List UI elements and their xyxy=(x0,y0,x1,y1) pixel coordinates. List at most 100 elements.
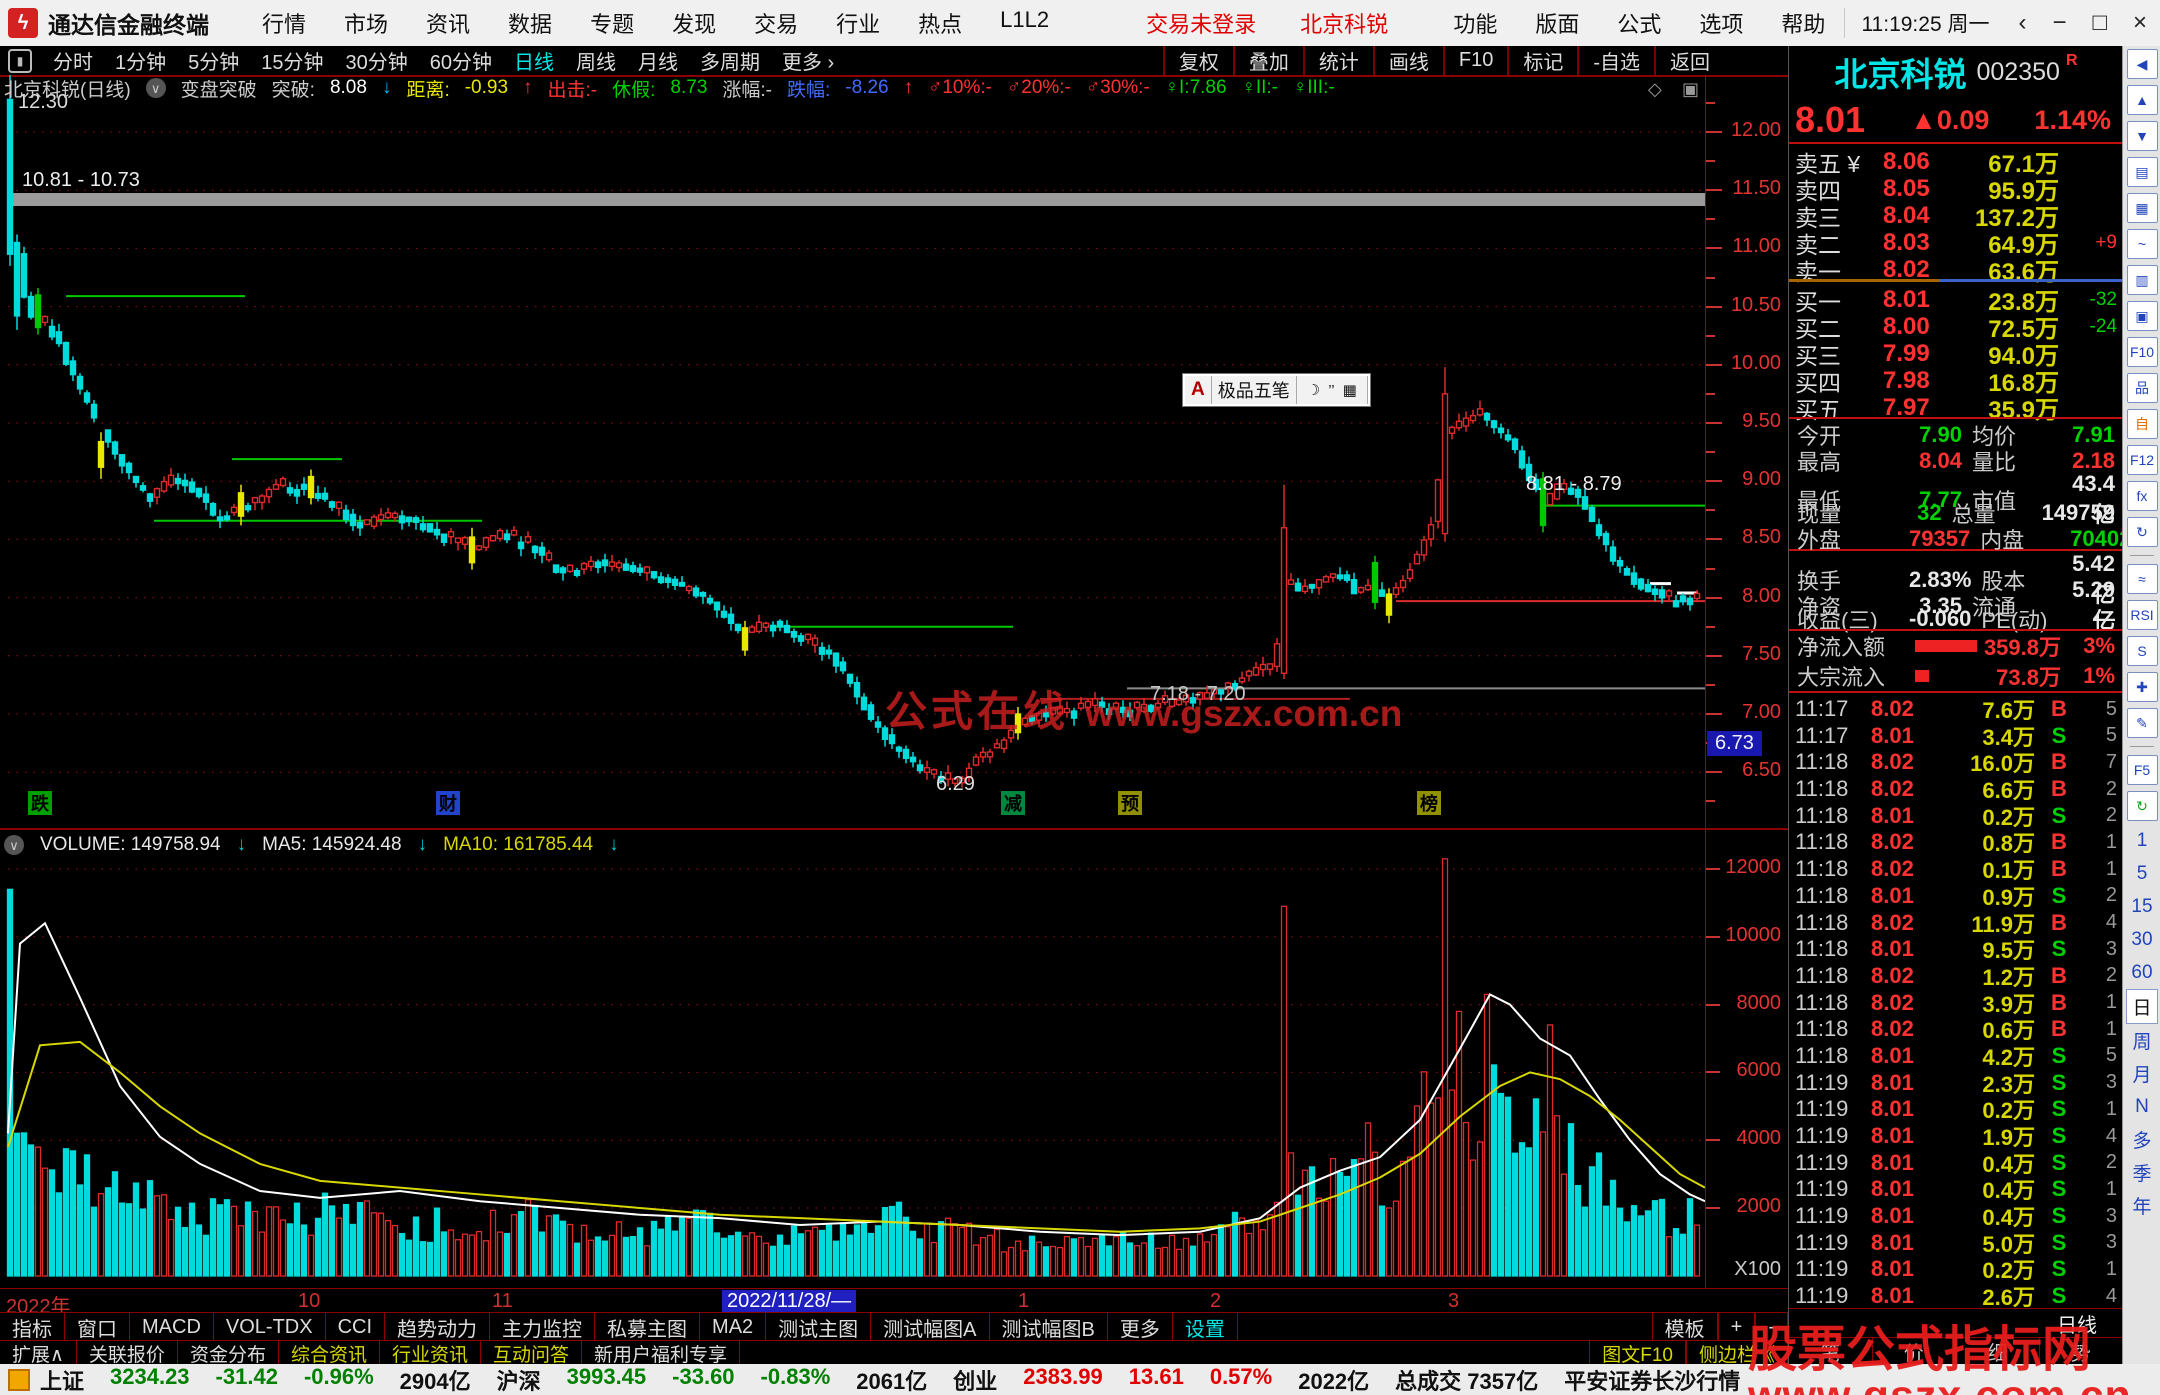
indicator-tab-更多[interactable]: 更多 xyxy=(1108,1313,1173,1341)
buy-order-row[interactable]: 买四 7.98 16.8万 xyxy=(1789,363,2123,398)
volume-chart[interactable] xyxy=(0,858,1705,1290)
menu-item-交易[interactable]: 交易 xyxy=(754,12,799,37)
period-tab-分时[interactable]: 分时 xyxy=(53,52,93,74)
close-button[interactable]: × xyxy=(2132,9,2147,36)
indicator-tab-VOL-TDX[interactable]: VOL-TDX xyxy=(214,1313,326,1341)
menu-item-选项[interactable]: 选项 xyxy=(1699,12,1744,37)
menu-status-北京科锐[interactable]: 北京科锐 xyxy=(1300,12,1389,37)
ime-option-icon[interactable]: ☽ xyxy=(1306,382,1321,399)
refresh-icon[interactable]: ↻ xyxy=(2126,791,2158,821)
relation-icon[interactable]: 品 xyxy=(2126,373,2158,403)
diamond-icon[interactable]: ◇ xyxy=(1648,79,1662,99)
period-15min[interactable]: 15 xyxy=(2131,895,2153,917)
period-quarter[interactable]: 季 xyxy=(2132,1164,2152,1185)
template-button-模板[interactable]: 模板 xyxy=(1651,1313,1718,1341)
template-button--[interactable]: - xyxy=(1755,1313,1788,1341)
indicator-tab-设置[interactable]: 设置 xyxy=(1173,1313,1238,1341)
menu-item-版面[interactable]: 版面 xyxy=(1535,12,1580,37)
info-tab-扩展∧[interactable]: 扩展∧ xyxy=(0,1341,77,1366)
ime-option-icon[interactable]: ▦ xyxy=(1342,382,1357,399)
f10-button[interactable]: F10 xyxy=(2126,337,2158,367)
period-tab-多周期[interactable]: 多周期 xyxy=(700,52,760,74)
period-tab-更多 ›[interactable]: 更多 › xyxy=(782,52,835,74)
sell-order-row[interactable]: 卖二 8.03 64.9万 +9 xyxy=(1789,225,2123,260)
sell-order-row[interactable]: 卖一 8.02 63.6万 xyxy=(1789,252,2123,287)
menu-item-专题[interactable]: 专题 xyxy=(590,12,635,37)
tool-button-统计[interactable]: 统计 xyxy=(1302,46,1373,75)
menu-status-交易未登录[interactable]: 交易未登录 xyxy=(1146,12,1257,37)
rsi-button[interactable]: RSI xyxy=(2126,600,2158,630)
self-select-icon[interactable]: 自 xyxy=(2126,409,2158,439)
tool-button--自选[interactable]: -自选 xyxy=(1577,46,1654,75)
period-n[interactable]: N xyxy=(2135,1095,2149,1117)
indicator-tab-私募主图[interactable]: 私募主图 xyxy=(595,1313,701,1341)
info-tab-资金分布[interactable]: 资金分布 xyxy=(178,1341,279,1366)
tool-button-叠加[interactable]: 叠加 xyxy=(1232,46,1303,75)
indicator-tab-MACD[interactable]: MACD xyxy=(130,1313,214,1341)
scroll-down-icon[interactable]: ▼ xyxy=(2126,121,2158,151)
menu-item-资讯[interactable]: 资讯 xyxy=(426,12,471,37)
restore-button[interactable]: □ xyxy=(2092,9,2107,36)
candlestick-chart[interactable] xyxy=(0,75,1705,828)
sell-order-row[interactable]: 卖三 8.04 137.2万 xyxy=(1789,198,2123,233)
draw-icon[interactable]: ✎ xyxy=(2126,708,2158,738)
period-1min[interactable]: 1 xyxy=(2136,829,2148,851)
money-icon[interactable]: S xyxy=(2126,636,2158,666)
period-week[interactable]: 周 xyxy=(2132,1032,2152,1053)
period-tab-30分钟[interactable]: 30分钟 xyxy=(345,52,408,74)
maximize-pane-icon[interactable]: ▣ xyxy=(1682,79,1700,99)
sell-order-row[interactable]: 卖四 8.05 95.9万 xyxy=(1789,171,2123,206)
info-tab-侧边栏《[interactable]: 侧边栏《 xyxy=(1685,1341,1788,1366)
kline-icon[interactable]: ▥ xyxy=(2126,265,2158,295)
menu-item-L1L2[interactable]: L1L2 xyxy=(1000,7,1050,32)
buy-order-row[interactable]: 买二 8.00 72.5万 -24 xyxy=(1789,309,2123,344)
period-tab-月线[interactable]: 月线 xyxy=(638,52,678,74)
ime-option-icon[interactable]: ’’ xyxy=(1328,381,1335,399)
ime-icons[interactable]: ☽ ’’ ▦ xyxy=(1297,376,1368,404)
ime-toolbar[interactable]: A 极品五笔 ☽ ’’ ▦ xyxy=(1182,373,1371,407)
period-multi[interactable]: 多 xyxy=(2132,1131,2152,1152)
multi-page-icon[interactable]: ▣ xyxy=(2126,301,2158,331)
period-tab-15分钟[interactable]: 15分钟 xyxy=(261,52,324,74)
f5-button[interactable]: F5 xyxy=(2126,755,2158,785)
period-month[interactable]: 月 xyxy=(2132,1065,2152,1086)
menu-item-功能[interactable]: 功能 xyxy=(1453,12,1498,37)
indicator-tab-测试幅图A[interactable]: 测试幅图A xyxy=(871,1313,990,1341)
indicator-tab-CCI[interactable]: CCI xyxy=(326,1313,386,1341)
tool-button-复权[interactable]: 复权 xyxy=(1162,46,1233,75)
tool-button-F10[interactable]: F10 xyxy=(1442,46,1507,75)
buy-order-row[interactable]: 买三 7.99 94.0万 xyxy=(1789,336,2123,371)
panel-tab-笔[interactable]: 笔 xyxy=(1789,1338,1873,1364)
volume-pane[interactable]: ∨ VOLUME: 149758.94 ↓ MA5: 145924.48 ↓ MA10: … xyxy=(0,828,1788,1290)
scroll-up-icon[interactable]: ▲ xyxy=(2126,85,2158,115)
info-tab-互动问答[interactable]: 互动问答 xyxy=(481,1341,582,1366)
menu-item-公式[interactable]: 公式 xyxy=(1617,12,1662,37)
info-tab-行业资讯[interactable]: 行业资讯 xyxy=(380,1341,481,1366)
menu-item-行情[interactable]: 行情 xyxy=(262,12,307,37)
formula-icon[interactable]: fx xyxy=(2126,481,2158,511)
back-button[interactable]: ‹ xyxy=(2018,9,2027,36)
price-chart-pane[interactable]: 北京科锐(日线) ∨ 变盘突破 突破: 8.08 ↓ 距离: -0.93 ↑ 出击:- 休假: 8.7… xyxy=(0,75,1788,828)
sell-order-row[interactable]: 卖五 ¥ 8.06 67.1万 xyxy=(1789,144,2123,179)
wave-icon[interactable]: ≈ xyxy=(2126,564,2158,594)
menu-item-热点[interactable]: 热点 xyxy=(918,12,963,37)
info-tab-综合资讯[interactable]: 综合资讯 xyxy=(279,1341,380,1366)
menu-item-行业[interactable]: 行业 xyxy=(836,12,881,37)
menu-item-发现[interactable]: 发现 xyxy=(672,12,717,37)
f12-button[interactable]: F12 xyxy=(2126,445,2158,475)
menu-item-帮助[interactable]: 帮助 xyxy=(1781,12,1826,37)
period-day[interactable]: 日 xyxy=(2126,989,2158,1024)
ime-name[interactable]: 极品五笔 xyxy=(1212,376,1297,404)
move-icon[interactable]: ✚ xyxy=(2126,672,2158,702)
quote-table-icon[interactable]: ▦ xyxy=(2126,193,2158,223)
back-icon[interactable]: ◀ xyxy=(2126,49,2158,79)
period-60min[interactable]: 60 xyxy=(2131,961,2153,983)
minimize-button[interactable]: − xyxy=(2052,9,2067,36)
chevron-down-icon[interactable]: ∨ xyxy=(4,835,24,855)
trend-icon[interactable]: ~ xyxy=(2126,229,2158,259)
buy-order-row[interactable]: 买五 7.97 35.9万 xyxy=(1789,390,2123,425)
layout-icon[interactable]: ▮ xyxy=(8,48,32,73)
period-30min[interactable]: 30 xyxy=(2131,928,2153,950)
menu-item-市场[interactable]: 市场 xyxy=(344,12,389,37)
buy-order-row[interactable]: 买一 8.01 23.8万 -32 xyxy=(1789,282,2123,317)
